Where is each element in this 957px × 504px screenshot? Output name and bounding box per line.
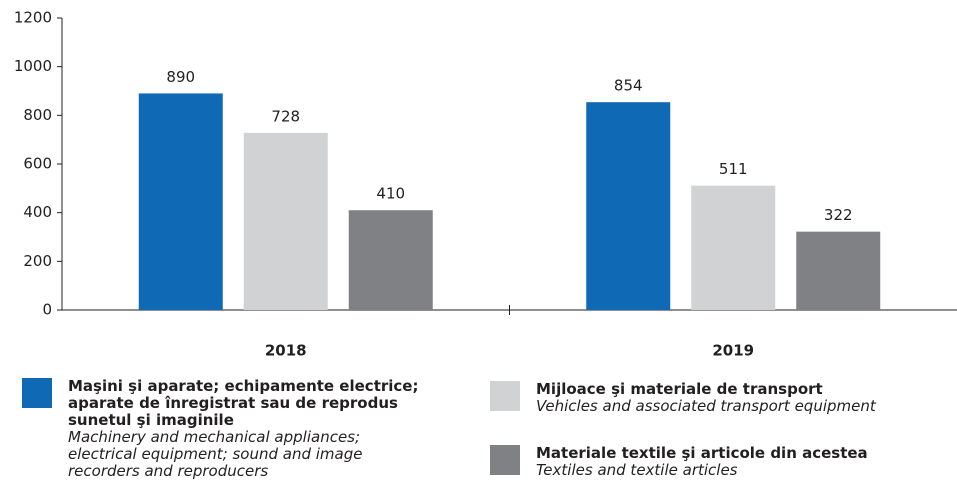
bar: [586, 102, 671, 311]
data-label: 854: [614, 77, 643, 95]
y-tick-label: 1000: [14, 57, 52, 75]
legend-item: Materiale textile şi articole din aceste…: [490, 445, 930, 479]
legend-text: Mijloace şi materiale de transport Vehicl…: [536, 381, 876, 415]
x-tick-label: 2018: [265, 342, 307, 360]
legend-swatch: [22, 378, 52, 408]
legend-swatch: [490, 445, 520, 475]
bar: [796, 231, 881, 310]
legend-name: Maşini şi aparate; echipamente electrice…: [68, 377, 419, 429]
y-tick-label: 800: [23, 106, 52, 124]
data-label: 728: [271, 107, 300, 125]
legend-text: Maşini şi aparate; echipamente electrice…: [68, 378, 422, 480]
bar: [691, 185, 776, 310]
legend-swatch: [490, 381, 520, 411]
data-label: 322: [824, 206, 853, 224]
legend-name: Mijloace şi materiale de transport: [536, 380, 823, 398]
bar: [348, 210, 433, 310]
legend-name: Materiale textile şi articole din aceste…: [536, 444, 868, 462]
x-tick-label: 2019: [712, 342, 754, 360]
bar: [138, 93, 223, 310]
legend-subtitle: Machinery and mechanical appliances; ele…: [68, 428, 363, 480]
data-label: 410: [376, 185, 405, 203]
data-label: 890: [166, 68, 195, 86]
bar: [243, 132, 328, 310]
legend-text: Materiale textile şi articole din aceste…: [536, 445, 868, 479]
y-tick-label: 1200: [14, 9, 52, 27]
chart: 0 200 400 600 800 1000 1200 2018 890 728 410 2019 85…: [14, 9, 957, 360]
legend-item: Maşini şi aparate; echipamente electrice…: [22, 378, 422, 480]
y-tick-label: 400: [23, 203, 52, 221]
y-tick-label: 0: [42, 301, 52, 319]
y-tick-label: 200: [23, 252, 52, 270]
legend-item: Mijloace şi materiale de transport Vehicl…: [490, 381, 930, 415]
y-tick-label: 600: [23, 155, 52, 173]
data-label: 511: [719, 160, 748, 178]
legend-subtitle: Vehicles and associated transport equipm…: [536, 397, 876, 415]
legend-subtitle: Textiles and textile articles: [536, 461, 738, 479]
